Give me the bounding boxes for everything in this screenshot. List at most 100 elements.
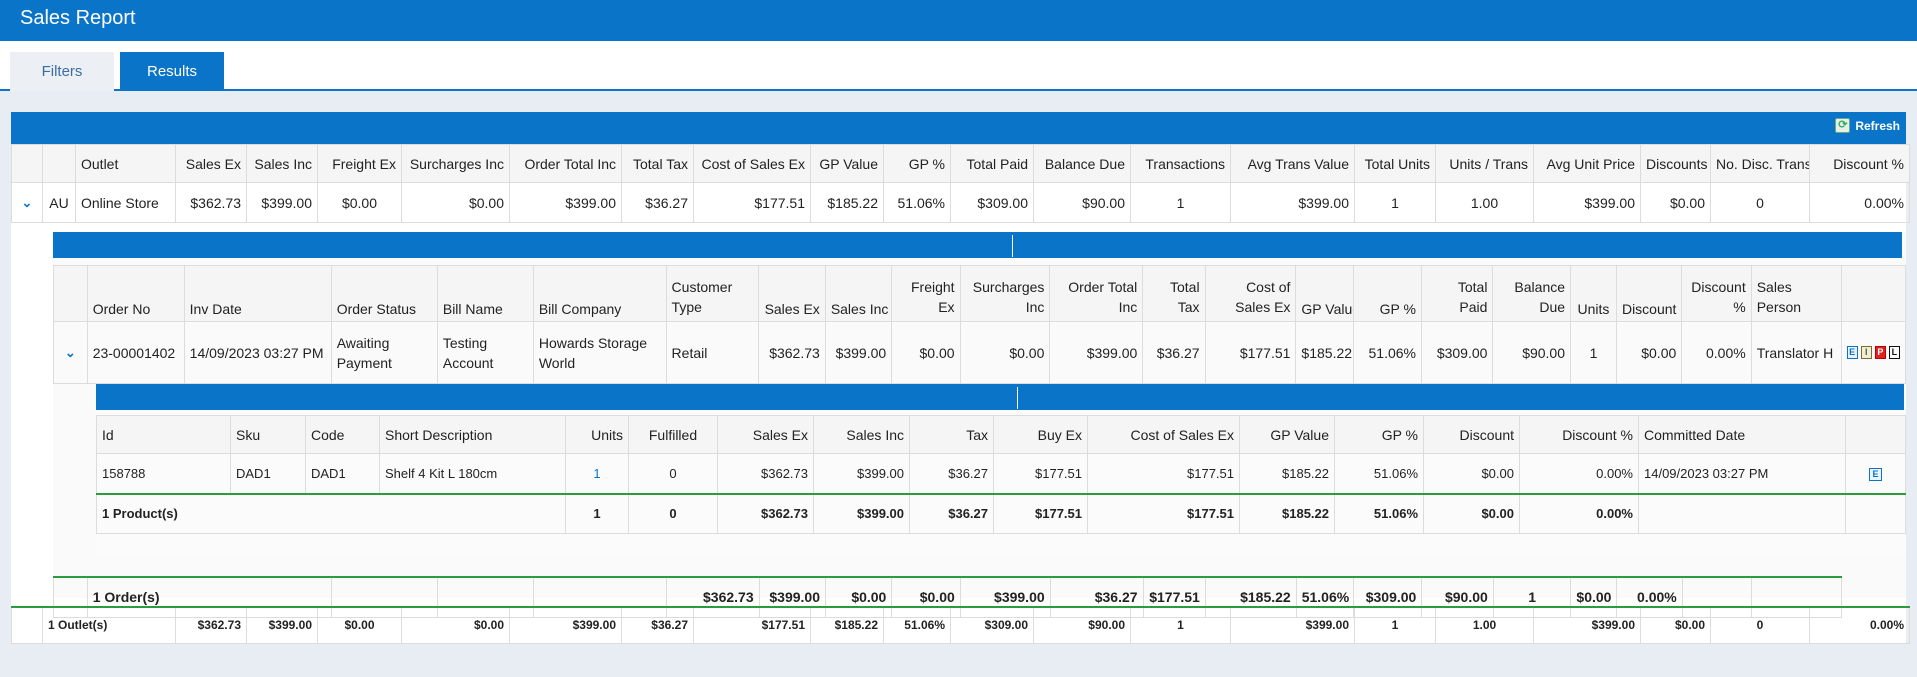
col-total-tax[interactable]: Total Tax [1142, 265, 1206, 322]
products-table: Id Sku Code Short Description Units Fulf… [96, 415, 1906, 534]
cell: $177.51 [1087, 492, 1240, 534]
cell: $0.00 [1615, 321, 1683, 384]
splitter[interactable] [1017, 387, 1018, 409]
units-link[interactable]: 1 [565, 453, 629, 494]
summary-spacer [1638, 492, 1846, 534]
col-total-paid[interactable]: Total Paid [1420, 265, 1494, 322]
col-freight-ex[interactable]: Freight Ex [891, 265, 961, 322]
cell: 1.00 [1435, 182, 1534, 223]
col-cost-of-sales-ex[interactable]: Cost of Sales Ex [693, 144, 811, 183]
col-avg-unit-price[interactable]: Avg Unit Price [1533, 144, 1641, 183]
cell: 51.06% [1334, 492, 1424, 534]
col-sales-ex[interactable]: Sales Ex [758, 265, 826, 322]
collapse-chevron-icon[interactable]: ⌄ [11, 182, 43, 223]
col-sales-inc[interactable]: Sales Inc [824, 265, 893, 322]
col-sales-person[interactable]: Sales Person [1750, 265, 1842, 322]
col-total-tax[interactable]: Total Tax [621, 144, 694, 183]
col-discount[interactable]: Discount [1423, 415, 1520, 454]
col-avg-trans-value[interactable]: Avg Trans Value [1230, 144, 1355, 183]
col-gp-value[interactable]: GP Value [810, 144, 884, 183]
col-sales-ex[interactable]: Sales Ex [717, 415, 814, 454]
col-code[interactable]: Code [305, 415, 380, 454]
col-gp-percent[interactable]: GP % [883, 144, 951, 183]
cell: $177.51 [993, 492, 1088, 534]
order-no[interactable]: 23-00001402 [86, 321, 185, 384]
col-gp-value[interactable]: GP Value [1295, 265, 1354, 322]
col-surcharges-inc[interactable]: Surcharges Inc [401, 144, 510, 183]
col-total-paid[interactable]: Total Paid [950, 144, 1034, 183]
col-bill-company[interactable]: Bill Company [532, 265, 667, 322]
col-id[interactable]: Id [96, 415, 231, 454]
col-outlet[interactable]: Outlet [75, 144, 176, 183]
products-count: 1 Product(s) [96, 492, 566, 534]
col-order-total-inc[interactable]: Order Total Inc [1049, 265, 1144, 322]
col-order-total-inc[interactable]: Order Total Inc [509, 144, 622, 183]
label-icon[interactable]: L [1888, 346, 1900, 359]
invoice-icon[interactable]: I [1860, 346, 1872, 359]
col-customer-type[interactable]: Customer Type [665, 265, 760, 322]
col-gp-percent[interactable]: GP % [1352, 265, 1422, 322]
col-no-disc-trans[interactable]: No. Disc. Trans [1710, 144, 1810, 183]
col-balance-due[interactable]: Balance Due [1492, 265, 1572, 322]
cell: $185.22 [810, 182, 884, 223]
col-total-units[interactable]: Total Units [1354, 144, 1436, 183]
outlet-row: ⌄ AU Online Store $362.73 $399.00 $0.00 … [11, 182, 1910, 223]
col-short-description[interactable]: Short Description [379, 415, 566, 454]
col-tax[interactable]: Tax [909, 415, 994, 454]
col-units-per-trans[interactable]: Units / Trans [1435, 144, 1534, 183]
cell: 51.06% [1352, 321, 1422, 384]
refresh-button[interactable]: ⟳ Refresh [1835, 118, 1900, 133]
col-units[interactable]: Units [1570, 265, 1617, 322]
cell: $362.73 [175, 606, 247, 644]
cell: $177.51 [693, 606, 811, 644]
col-balance-due[interactable]: Balance Due [1033, 144, 1131, 183]
col-discount[interactable]: Discount [1615, 265, 1683, 322]
summary-spacer [11, 606, 43, 644]
col-surcharges-inc[interactable]: Surcharges Inc [959, 265, 1051, 322]
cell: $309.00 [950, 606, 1034, 644]
cell: 1 [1130, 182, 1231, 223]
customer-type: Retail [665, 321, 760, 384]
cell: $0.00 [959, 321, 1051, 384]
col-discount-percent[interactable]: Discount % [1519, 415, 1639, 454]
tab-strip: Filters Results [0, 41, 1917, 91]
col-discounts[interactable]: Discounts [1640, 144, 1711, 183]
col-buy-ex[interactable]: Buy Ex [993, 415, 1088, 454]
col-gp-percent[interactable]: GP % [1334, 415, 1424, 454]
col-inv-date[interactable]: Inv Date [183, 265, 332, 322]
app-header: Sales Report [0, 0, 1917, 41]
splitter[interactable] [1012, 235, 1013, 257]
col-sku[interactable]: Sku [230, 415, 306, 454]
col-sales-inc[interactable]: Sales Inc [246, 144, 318, 183]
col-freight-ex[interactable]: Freight Ex [317, 144, 402, 183]
collapse-chevron-icon[interactable]: ⌄ [53, 321, 88, 384]
tab-results[interactable]: Results [120, 52, 224, 91]
cell: $399.00 [1533, 606, 1641, 644]
edit-icon[interactable]: E [1846, 346, 1858, 359]
col-cost-of-sales-ex[interactable]: Cost of Sales Ex [1204, 265, 1297, 322]
tab-filters[interactable]: Filters [10, 52, 114, 91]
col-sales-ex[interactable]: Sales Ex [175, 144, 247, 183]
cell: $185.22 [1295, 321, 1354, 384]
col-bill-name[interactable]: Bill Name [436, 265, 534, 322]
cell: 0 [628, 453, 718, 494]
col-order-no[interactable]: Order No [86, 265, 185, 322]
col-order-status[interactable]: Order Status [330, 265, 438, 322]
col-discount-percent[interactable]: Discount % [1681, 265, 1752, 322]
cell: $399.00 [824, 321, 893, 384]
product-row: 158788 DAD1 DAD1 Shelf 4 Kit L 180cm 1 0… [96, 453, 1906, 494]
cell: $36.27 [909, 453, 994, 494]
edit-icon[interactable]: E [1869, 468, 1882, 482]
col-cost-of-sales-ex[interactable]: Cost of Sales Ex [1087, 415, 1240, 454]
col-gp-value[interactable]: GP Value [1239, 415, 1335, 454]
pdf-icon[interactable]: P [1874, 346, 1886, 359]
cell: 1.00 [1435, 606, 1534, 644]
cell: $362.73 [758, 321, 826, 384]
col-transactions[interactable]: Transactions [1130, 144, 1231, 183]
col-discount-percent[interactable]: Discount % [1809, 144, 1910, 183]
col-committed-date[interactable]: Committed Date [1638, 415, 1846, 454]
col-sales-inc[interactable]: Sales Inc [813, 415, 910, 454]
col-fulfilled[interactable]: Fulfilled [628, 415, 718, 454]
col-units[interactable]: Units [565, 415, 629, 454]
cell: 1 [1570, 321, 1617, 384]
